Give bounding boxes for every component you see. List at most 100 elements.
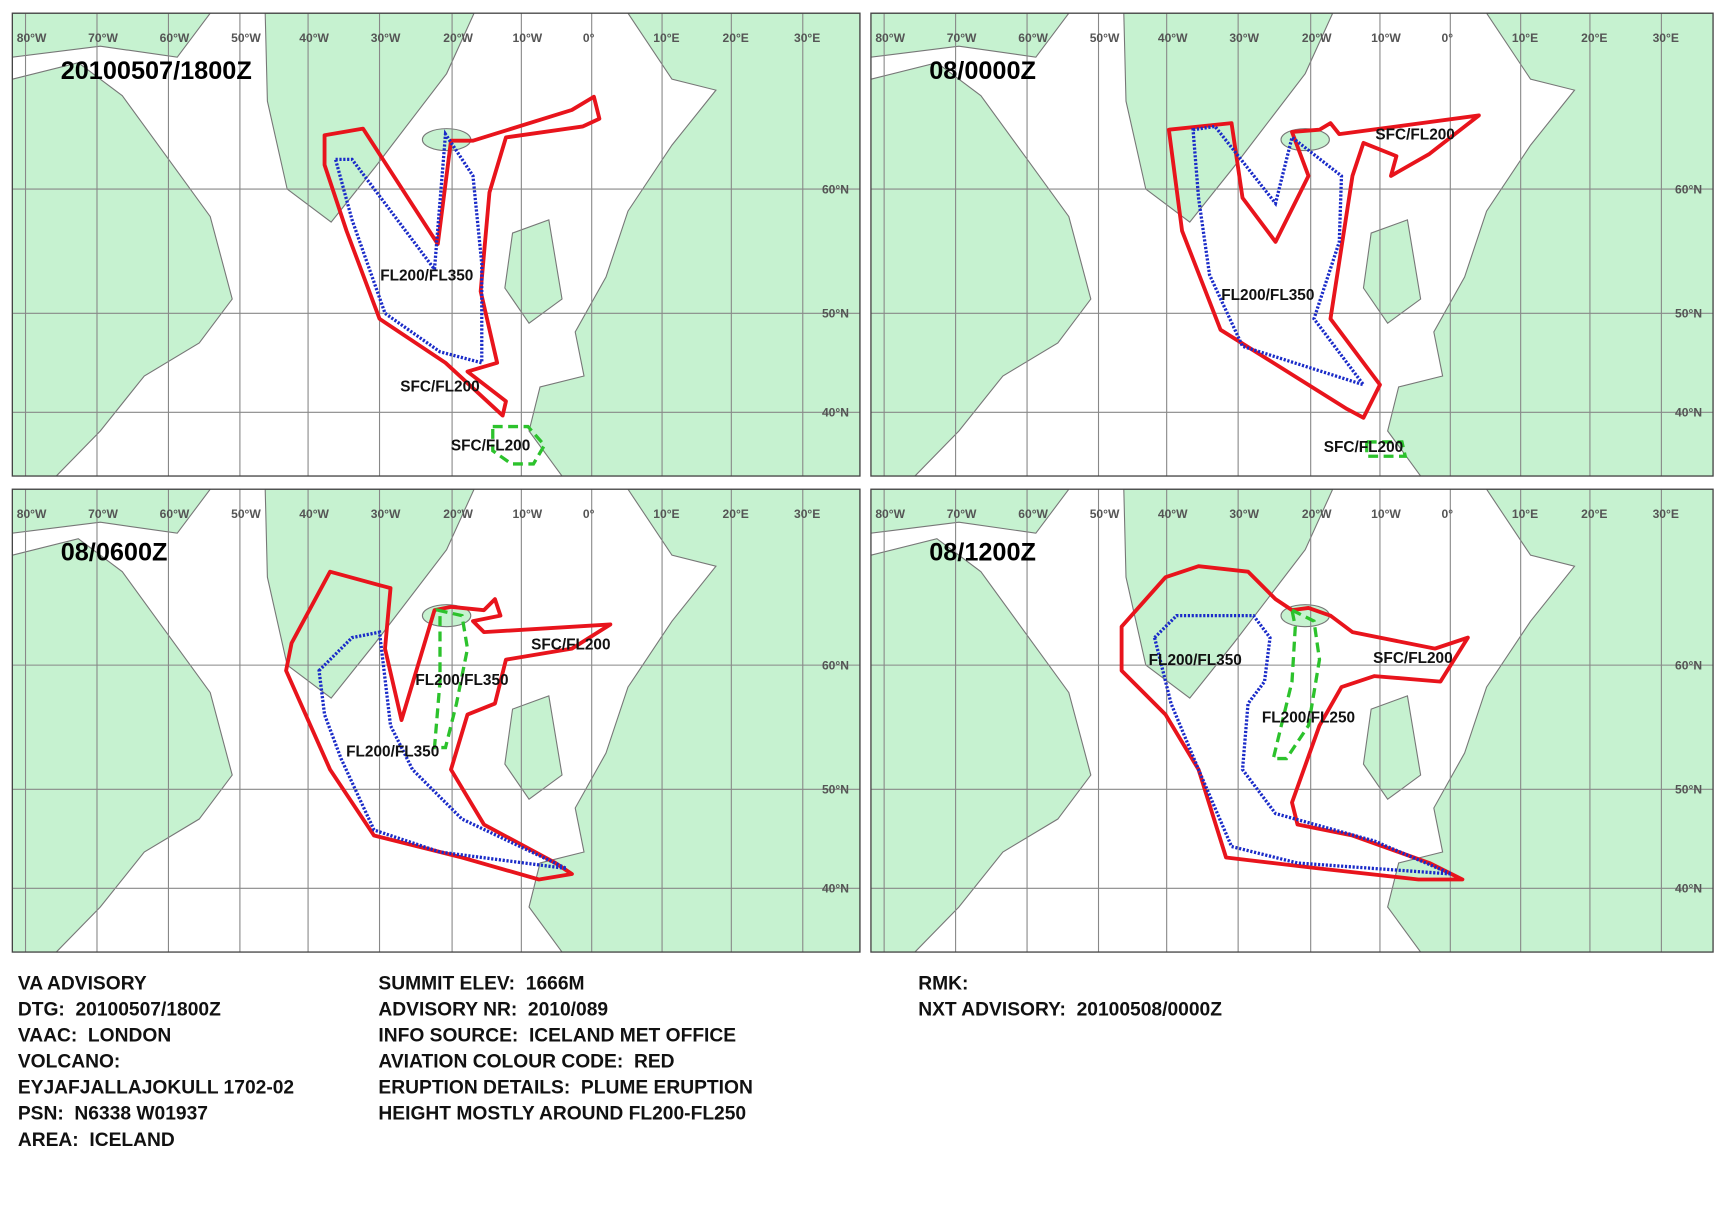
longitude-label: 40°W xyxy=(1158,507,1188,521)
land xyxy=(528,489,860,953)
ash-area-sfc-fl200 xyxy=(1119,564,1470,882)
map-panel: 80°W 70°W 60°W 50°W 40°W 30°W 20°W 10°W 0° 10°E 20… xyxy=(12,489,860,953)
longitude-label: 60°W xyxy=(1018,31,1048,45)
panel-time: 08/0600Z xyxy=(61,539,168,567)
ash-areas: SFC/FL200 FL200/FL350 FL200/FL350 08/0600Z xyxy=(61,539,613,882)
land xyxy=(12,538,233,953)
advisory-line: ERUPTION DETAILS: PLUME ERUPTION xyxy=(378,1078,752,1099)
longitude-label: 80°W xyxy=(17,31,47,45)
land xyxy=(1387,489,1714,953)
longitude-label: 10°E xyxy=(653,31,679,45)
longitude-label: 30°W xyxy=(1229,31,1259,45)
longitude-label: 60°W xyxy=(1018,507,1048,521)
ash-area-fl200-fl350 xyxy=(317,630,568,871)
longitude-label: 30°W xyxy=(371,31,401,45)
longitude-label: 20°E xyxy=(1581,31,1607,45)
longitude-label: 30°E xyxy=(794,507,820,521)
longitude-label: 20°E xyxy=(723,507,749,521)
latitude-label: 40°N xyxy=(822,406,849,420)
latitude-label: 60°N xyxy=(822,659,849,673)
land xyxy=(1387,13,1714,477)
land xyxy=(504,219,563,324)
latitude-label: 60°N xyxy=(822,182,849,196)
longitude-label: 20°E xyxy=(723,31,749,45)
area-label: SFC/FL200 xyxy=(400,378,479,395)
land xyxy=(264,13,475,223)
panel-frame xyxy=(11,488,861,953)
map-panel: 80°W 70°W 60°W 50°W 40°W 30°W 20°W 10°W 0° 10°E 20… xyxy=(12,13,860,477)
longitude-label: 10°W xyxy=(1371,31,1401,45)
area-label: FL200/FL350 xyxy=(1149,652,1242,669)
longitude-label: 10°W xyxy=(513,31,543,45)
area-label: SFC/FL200 xyxy=(1373,650,1452,667)
area-label: SFC/FL200 xyxy=(1375,127,1454,144)
advisory-line: SUMMIT ELEV: 1666M xyxy=(378,973,584,994)
longitude-label: 0° xyxy=(583,31,595,45)
ash-areas: SFC/FL200 FL200/FL350 SFC/FL200 08/0000Z xyxy=(929,57,1481,458)
area-label: SFC/FL200 xyxy=(1324,439,1403,456)
advisory-line: DTG: 20100507/1800Z xyxy=(18,999,221,1020)
advisory-line: VA ADVISORY xyxy=(18,973,147,994)
land xyxy=(1123,489,1334,699)
map-panel: 80°W 70°W 60°W 50°W 40°W 30°W 20°W 10°W 0° 10°E 20… xyxy=(870,489,1714,953)
map-panel: 80°W 70°W 60°W 50°W 40°W 30°W 20°W 10°W 0° 10°E 20… xyxy=(870,13,1714,477)
longitude-label: 50°W xyxy=(1090,507,1120,521)
longitude-label: 70°W xyxy=(88,31,118,45)
land xyxy=(12,13,211,58)
ash-area-green xyxy=(491,424,547,466)
longitude-label: 80°W xyxy=(875,507,905,521)
panel-time: 08/0000Z xyxy=(929,57,1036,85)
ash-areas: FL200/FL350 SFC/FL200 FL200/FL250 08/1200Z xyxy=(929,539,1470,882)
advisory-line: VOLCANO: xyxy=(18,1052,121,1073)
longitude-label: 20°W xyxy=(1302,31,1332,45)
advisory-line: NXT ADVISORY: 20100508/0000Z xyxy=(918,999,1222,1020)
area-label: SFC/FL200 xyxy=(451,438,530,455)
longitude-label: 30°E xyxy=(1653,31,1679,45)
area-label: SFC/FL200 xyxy=(531,637,610,654)
longitude-label: 50°W xyxy=(231,31,261,45)
longitude-label: 0° xyxy=(1442,507,1454,521)
latitude-label: 50°N xyxy=(822,783,849,797)
longitude-label: 0° xyxy=(1442,31,1454,45)
latitude-label: 40°N xyxy=(822,882,849,896)
longitude-label: 50°W xyxy=(231,507,261,521)
latitude-label: 50°N xyxy=(1675,307,1702,321)
land xyxy=(12,62,233,477)
longitude-label: 50°W xyxy=(1090,31,1120,45)
longitude-label: 40°W xyxy=(1158,31,1188,45)
panel-frame xyxy=(11,12,861,477)
panel-frame xyxy=(870,12,1714,477)
longitude-label: 40°W xyxy=(299,31,329,45)
longitude-label: 80°W xyxy=(875,31,905,45)
longitude-label: 10°E xyxy=(653,507,679,521)
land xyxy=(1362,219,1422,324)
latitude-label: 60°N xyxy=(1675,659,1702,673)
longitude-label: 30°E xyxy=(1653,507,1679,521)
land xyxy=(870,62,1092,477)
ash-areas: FL200/FL350 SFC/FL200 SFC/FL200 20100507/18… xyxy=(61,57,602,466)
panel-frame xyxy=(870,488,1714,953)
advisory-line: EYJAFJALLAJOKULL 1702-02 xyxy=(18,1078,294,1099)
longitude-label: 70°W xyxy=(947,31,977,45)
land xyxy=(870,13,1070,58)
longitude-label: 70°W xyxy=(947,507,977,521)
latitude-label: 40°N xyxy=(1675,882,1702,896)
advisory-line: PSN: N6338 W01937 xyxy=(18,1104,208,1125)
advisory-line: AREA: ICELAND xyxy=(18,1130,175,1151)
advisory-line: ADVISORY NR: 2010/089 xyxy=(378,999,608,1020)
land xyxy=(264,489,475,699)
longitude-label: 10°W xyxy=(513,507,543,521)
land xyxy=(870,489,1070,534)
area-label: FL200/FL250 xyxy=(1262,709,1355,726)
land xyxy=(12,489,211,534)
latitude-label: 60°N xyxy=(1675,182,1702,196)
advisory-line: AVIATION COLOUR CODE: RED xyxy=(378,1052,674,1073)
ash-area-green xyxy=(432,607,470,750)
longitude-label: 10°E xyxy=(1512,507,1538,521)
ash-area-fl200-fl350 xyxy=(1152,613,1453,876)
longitude-label: 40°W xyxy=(299,507,329,521)
panel-time: 08/1200Z xyxy=(929,539,1036,567)
longitude-label: 0° xyxy=(583,507,595,521)
latitude-label: 40°N xyxy=(1675,406,1702,420)
